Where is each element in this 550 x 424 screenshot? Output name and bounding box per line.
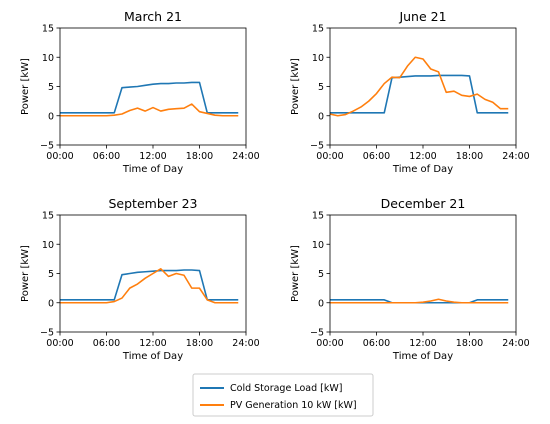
series-line-pv xyxy=(60,103,239,117)
chart-title: September 23 xyxy=(109,196,198,211)
x-tick-label: 18:00 xyxy=(456,151,483,162)
x-tick-label: 12:00 xyxy=(409,338,436,349)
x-tick-label: 06:00 xyxy=(93,338,120,349)
y-tick-label: 15 xyxy=(42,211,54,222)
y-tick-label: 15 xyxy=(312,24,324,35)
y-tick-label: 15 xyxy=(42,24,54,35)
y-tick-label: 15 xyxy=(312,211,324,222)
x-axis-label: Time of Day xyxy=(122,164,183,175)
y-tick-label: 5 xyxy=(48,82,54,93)
y-tick-label: 5 xyxy=(318,269,324,280)
x-tick-label: 00:00 xyxy=(46,151,73,162)
x-tick-label: 18:00 xyxy=(186,151,213,162)
x-tick-label: 18:00 xyxy=(456,338,483,349)
chart-panel: December 21 00:00 06:00 12:00 18:00 24:00 −5 0 5… xyxy=(290,196,530,362)
y-tick-label: 5 xyxy=(48,269,54,280)
x-tick-label: 24:00 xyxy=(502,151,529,162)
x-tick-label: 24:00 xyxy=(232,338,259,349)
y-tick-label: 10 xyxy=(312,53,324,64)
y-tick-label: 10 xyxy=(42,240,54,251)
x-tick-label: 12:00 xyxy=(139,151,166,162)
series-line-load xyxy=(60,269,239,301)
y-tick-label: −5 xyxy=(40,141,54,152)
chart-title: December 21 xyxy=(381,196,466,211)
chart-title: June 21 xyxy=(398,9,446,24)
x-tick-label: 00:00 xyxy=(316,338,343,349)
y-tick-label: 0 xyxy=(48,111,54,122)
series-group xyxy=(330,298,509,304)
x-tick-label: 18:00 xyxy=(186,338,213,349)
y-tick-label: 5 xyxy=(318,82,324,93)
x-tick-label: 06:00 xyxy=(363,338,390,349)
series-line-pv xyxy=(60,268,239,304)
charts-grid: March 21 00:00 06:00 12:00 18:00 24:00 −5 0 5 10 1… xyxy=(20,9,530,362)
y-tick-label: 10 xyxy=(42,53,54,64)
axes-frame xyxy=(59,27,247,146)
chart-title: March 21 xyxy=(124,9,182,24)
y-axis-label: Power [kW] xyxy=(290,245,301,302)
y-tick-label: 10 xyxy=(312,240,324,251)
series-line-pv xyxy=(330,298,509,304)
y-tick-label: 0 xyxy=(318,111,324,122)
y-tick-label: 0 xyxy=(318,298,324,309)
y-tick-label: −5 xyxy=(310,141,324,152)
x-tick-label: 06:00 xyxy=(93,151,120,162)
x-tick-label: 00:00 xyxy=(316,151,343,162)
series-group xyxy=(60,81,239,117)
series-group xyxy=(330,56,509,117)
x-axis-label: Time of Day xyxy=(392,351,453,362)
y-tick-label: 0 xyxy=(48,298,54,309)
series-line-pv xyxy=(330,56,509,117)
x-tick-label: 12:00 xyxy=(409,151,436,162)
chart-panel: June 21 00:00 06:00 12:00 18:00 24:00 −5 0 5 10 15… xyxy=(290,9,530,175)
x-axis-label: Time of Day xyxy=(122,351,183,362)
legend-frame xyxy=(192,373,374,417)
x-tick-label: 12:00 xyxy=(139,338,166,349)
legend-label-load: Cold Storage Load [kW] xyxy=(230,383,342,394)
y-axis-label: Power [kW] xyxy=(20,58,31,115)
axes-frame xyxy=(329,214,517,333)
chart-panel: March 21 00:00 06:00 12:00 18:00 24:00 −5 0 5 10 1… xyxy=(20,9,260,175)
axes-frame xyxy=(329,27,517,146)
chart-panel: September 23 00:00 06:00 12:00 18:00 24:00 −5 0… xyxy=(20,196,260,362)
series-group xyxy=(60,268,239,304)
y-tick-label: −5 xyxy=(310,328,324,339)
y-axis-label: Power [kW] xyxy=(290,58,301,115)
x-axis-label: Time of Day xyxy=(392,164,453,175)
y-axis-label: Power [kW] xyxy=(20,245,31,302)
x-tick-label: 06:00 xyxy=(363,151,390,162)
x-tick-label: 24:00 xyxy=(232,151,259,162)
legend: Cold Storage Load [kW] PV Generation 10 … xyxy=(192,373,374,417)
legend-label-pv: PV Generation 10 kW [kW] xyxy=(230,400,357,411)
y-tick-label: −5 xyxy=(40,328,54,339)
x-tick-label: 24:00 xyxy=(502,338,529,349)
series-line-load xyxy=(60,81,239,114)
series-line-load xyxy=(330,74,509,114)
x-tick-label: 00:00 xyxy=(46,338,73,349)
